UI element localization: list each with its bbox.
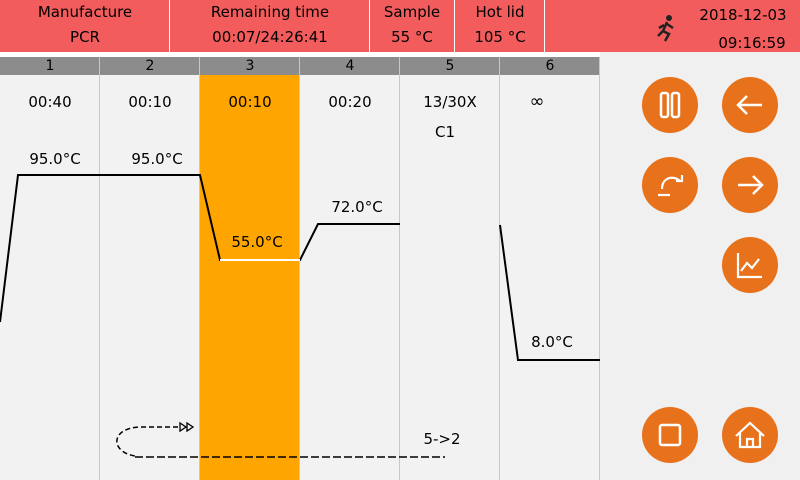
- step-number: 3: [245, 58, 255, 74]
- header-cell: [170, 0, 370, 52]
- pause-button[interactable]: [642, 77, 698, 133]
- step-temperature: 55.0°C: [231, 233, 283, 251]
- step-temperature: 8.0°C: [531, 333, 573, 351]
- home-button[interactable]: [722, 407, 778, 463]
- step-temperature: 72.0°C: [331, 198, 383, 216]
- step-time: 00:20: [328, 93, 372, 111]
- step-time: ∞: [529, 91, 545, 112]
- header-cell: [455, 0, 545, 52]
- header-cell: [370, 0, 455, 52]
- step-temperature: 95.0°C: [131, 150, 183, 168]
- header-cell: [0, 0, 170, 52]
- step-number: 2: [145, 58, 155, 74]
- step-column: [400, 57, 500, 480]
- step-time: 13/30X: [423, 93, 477, 111]
- step-column: [500, 57, 600, 480]
- step-time: 00:10: [128, 93, 172, 111]
- header-value: 55 °C: [391, 28, 433, 46]
- step-number: 4: [345, 58, 355, 74]
- chart-button[interactable]: [722, 237, 778, 293]
- step-column-active: [200, 57, 300, 480]
- header-cell: [545, 0, 800, 52]
- skip-button[interactable]: [642, 157, 698, 213]
- header-value: 00:07/24:26:41: [212, 28, 328, 46]
- stop-button[interactable]: [642, 407, 698, 463]
- header-label: Hot lid: [475, 3, 525, 21]
- header-label: Remaining time: [210, 3, 330, 21]
- forward-button[interactable]: [722, 157, 778, 213]
- loop-label: 5->2: [423, 430, 461, 448]
- back-button[interactable]: [722, 77, 778, 133]
- separator: [0, 52, 600, 57]
- step-column: [100, 57, 200, 480]
- date: 2018-12-03: [699, 6, 787, 24]
- step-column: [300, 57, 400, 480]
- cycle-label: C1: [434, 123, 456, 141]
- header-value: PCR: [70, 28, 100, 46]
- step-number: 1: [45, 58, 55, 74]
- header-label: Sample: [383, 3, 441, 21]
- step-time: 00:40: [28, 93, 72, 111]
- step-number: 6: [545, 58, 555, 74]
- header-value: 105 °C: [474, 28, 526, 46]
- run-icon: [657, 15, 674, 42]
- step-time: 00:10: [228, 93, 272, 111]
- profile: [0, 174, 600, 458]
- step-number: 5: [445, 58, 455, 74]
- time: 09:16:59: [718, 34, 786, 52]
- step-temperature: 95.0°C: [29, 150, 81, 168]
- step-column: [0, 57, 100, 480]
- header-label: Manufacture: [37, 3, 133, 21]
